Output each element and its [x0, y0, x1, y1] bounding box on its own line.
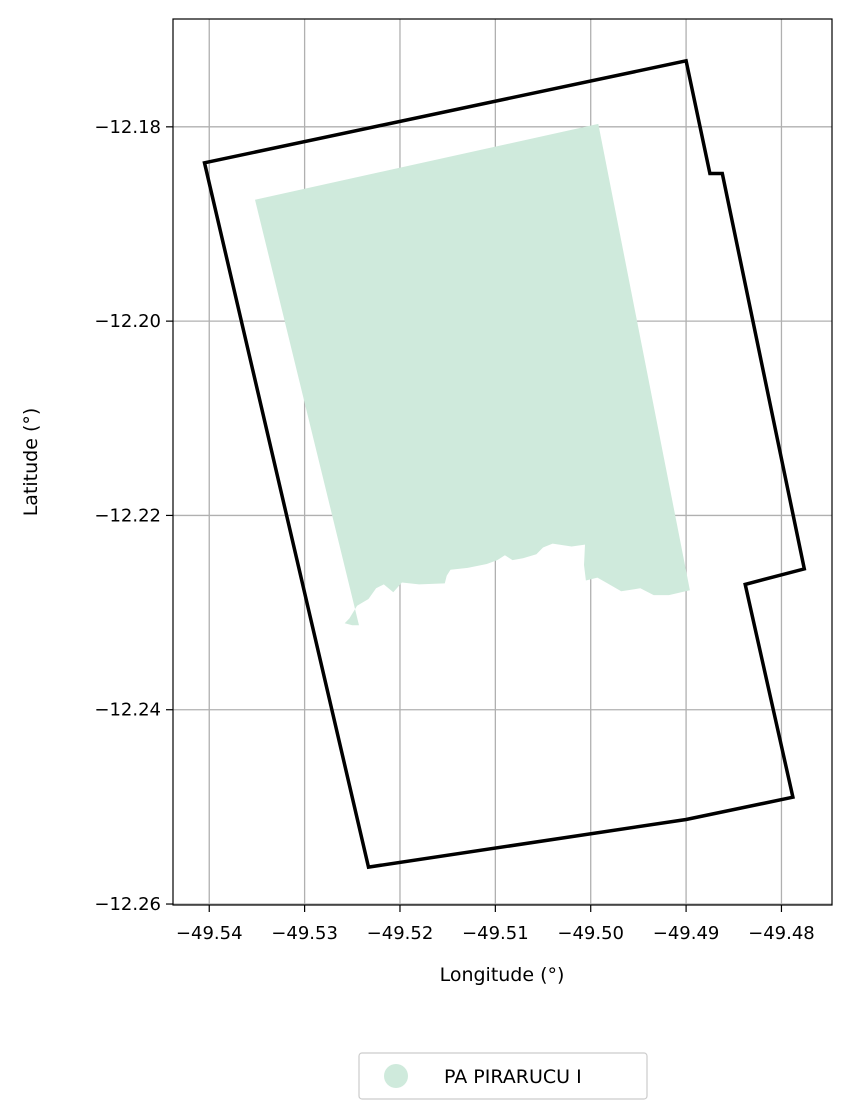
x-tick-label: −49.48: [748, 923, 815, 944]
shaded-area-pa-pirarucu-i: [255, 123, 690, 626]
y-axis-ticks: −12.18 −12.20 −12.22 −12.24 −12.26: [94, 117, 173, 915]
legend-label: PA PIRARUCU I: [444, 1066, 582, 1088]
boundary-line: [202, 58, 807, 870]
y-axis-title: Latitude (°): [20, 408, 42, 517]
y-tick-label: −12.22: [94, 505, 161, 526]
x-tick-label: −49.53: [271, 923, 338, 944]
y-tick-label: −12.26: [94, 894, 161, 915]
legend-frame: [358, 1052, 648, 1100]
y-tick-label: −12.20: [94, 311, 161, 332]
plot-frame: [172, 18, 833, 906]
x-tick-label: −49.52: [367, 923, 434, 944]
x-axis-ticks: −49.54 −49.53 −49.52 −49.51 −49.50 −49.49 −49.…: [176, 905, 815, 944]
x-tick-label: −49.51: [462, 923, 529, 944]
legend-marker: [384, 1064, 408, 1088]
x-tick-label: −49.50: [557, 923, 624, 944]
x-tick-label: −49.49: [653, 923, 720, 944]
x-axis-title: Longitude (°): [440, 964, 565, 986]
legend: PA PIRARUCU I: [358, 1052, 648, 1100]
y-tick-label: −12.24: [94, 700, 161, 721]
x-tick-label: −49.54: [176, 923, 243, 944]
y-tick-label: −12.18: [94, 117, 161, 138]
